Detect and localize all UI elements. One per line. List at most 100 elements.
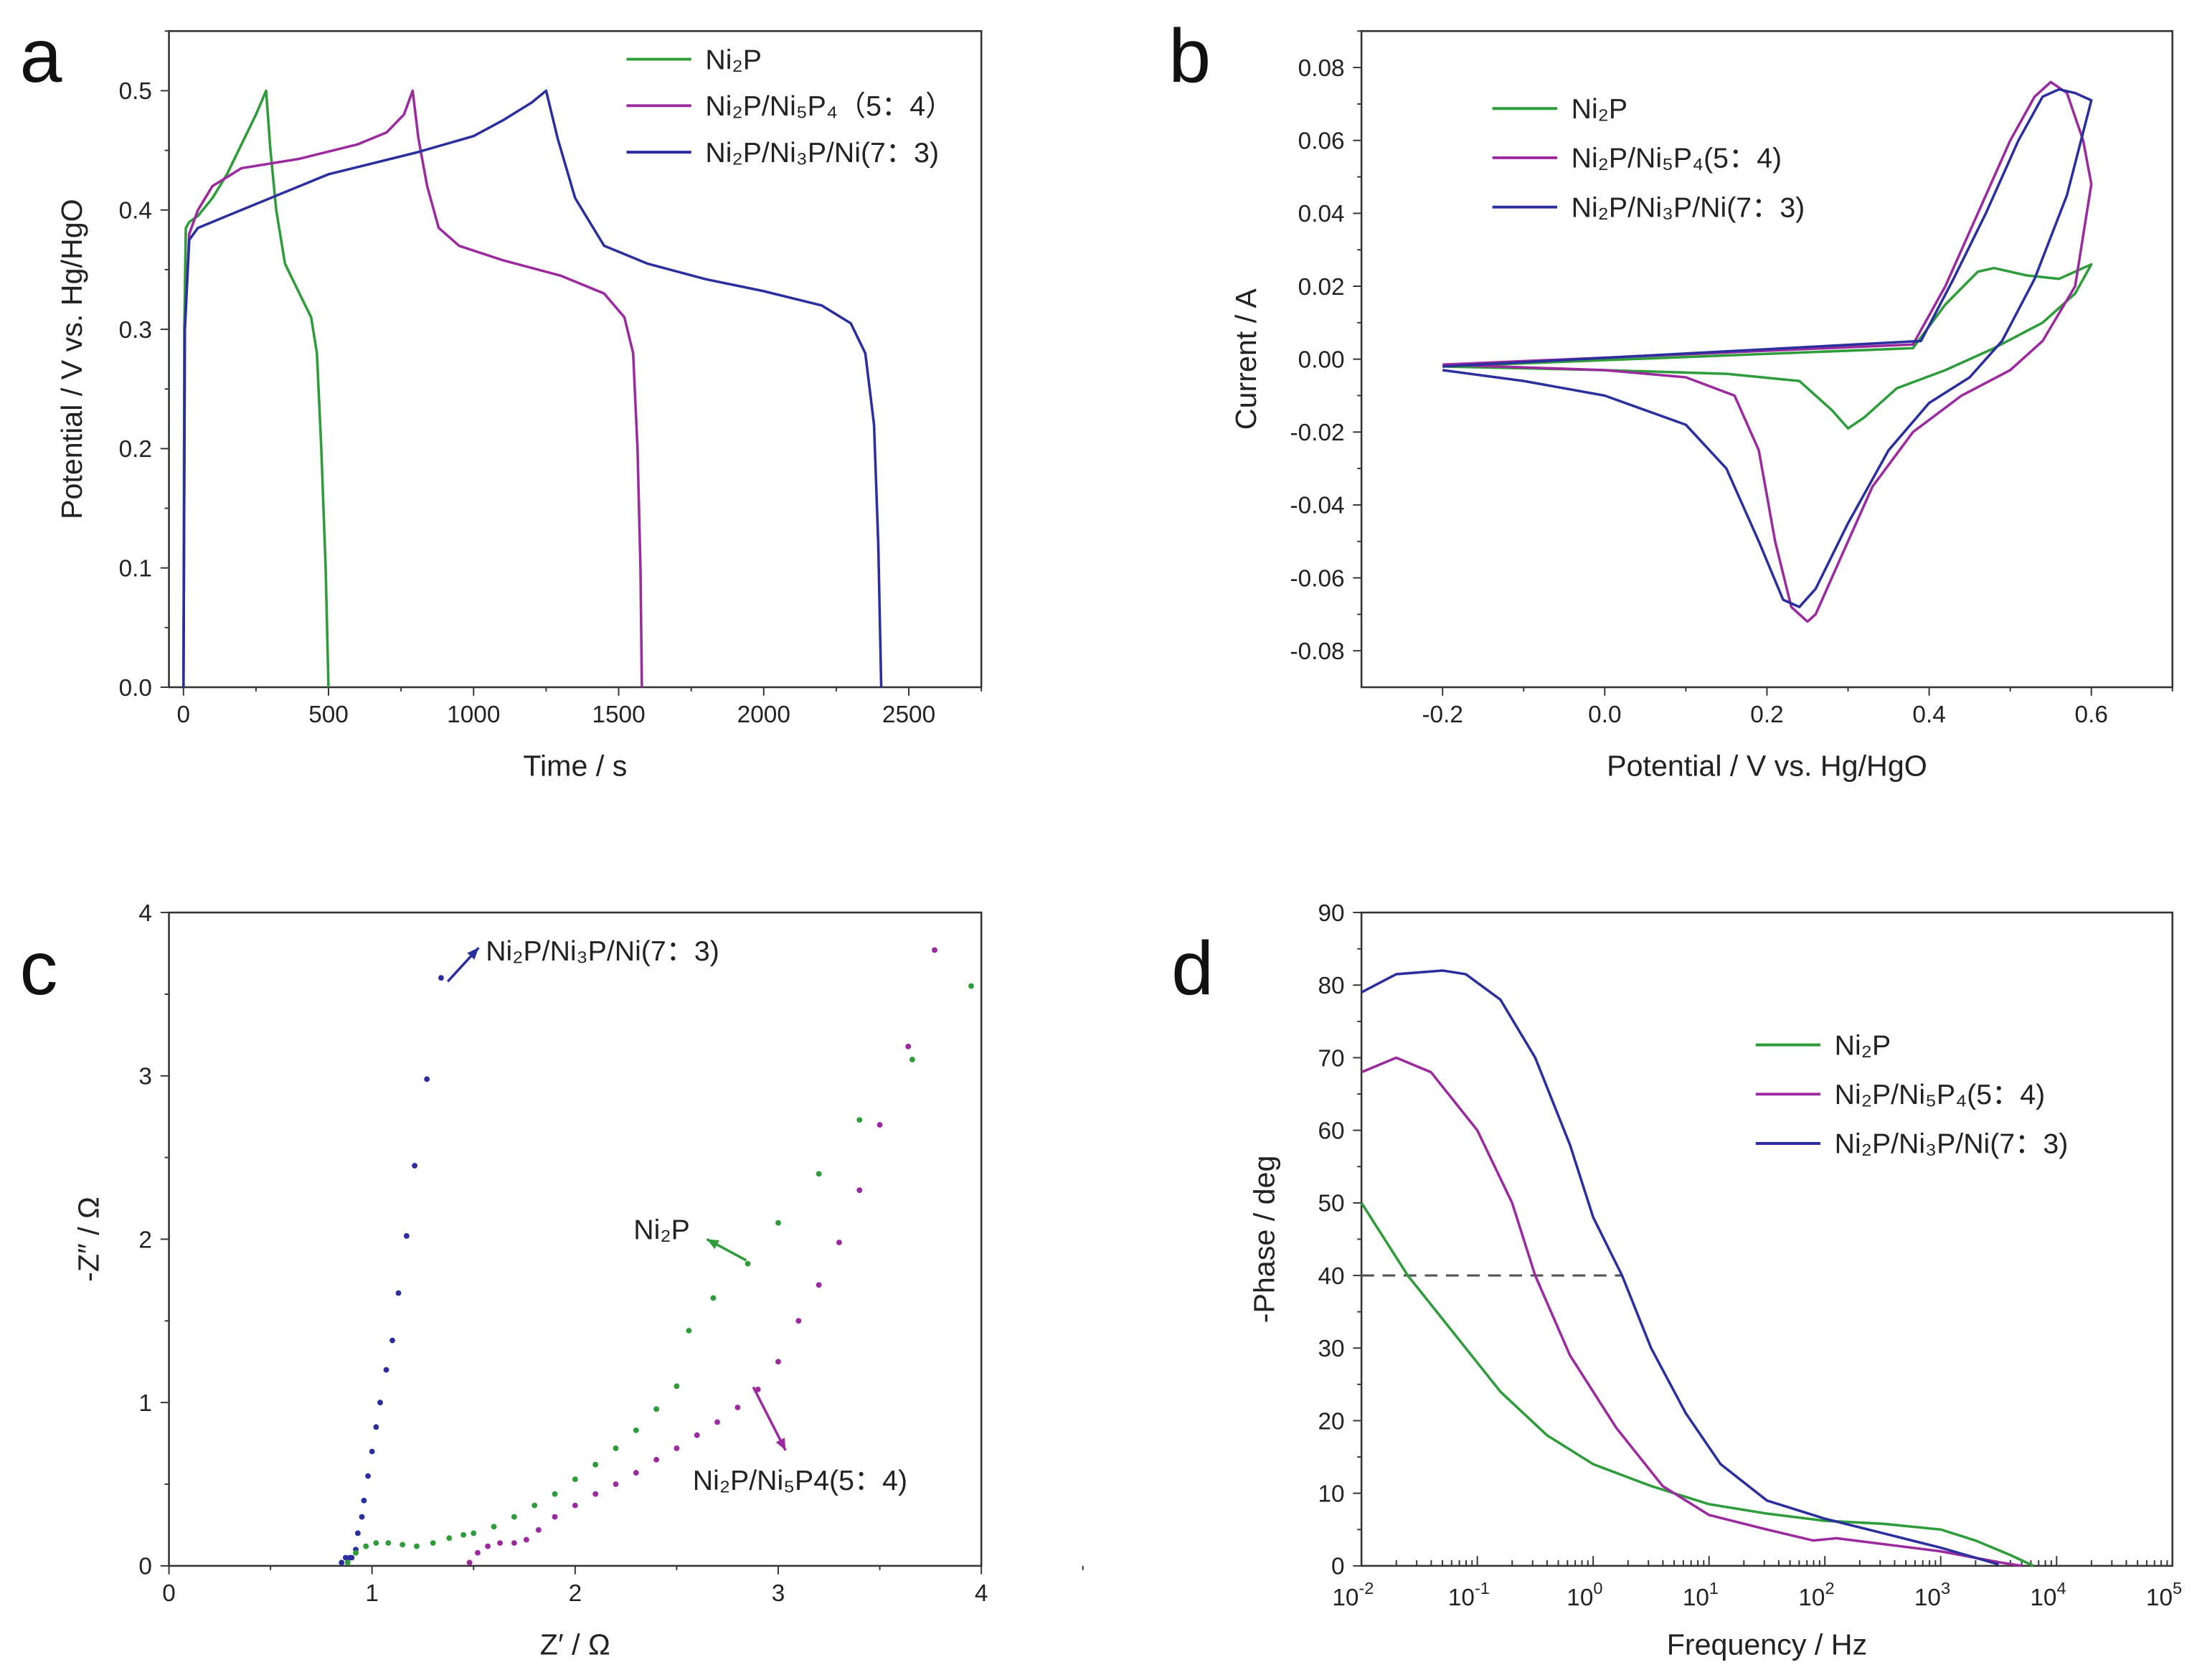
series-blue-line bbox=[1442, 88, 2093, 608]
series-green-point bbox=[414, 1543, 420, 1549]
panel-letter-c: c bbox=[19, 926, 57, 1011]
series-blue-point bbox=[349, 1554, 355, 1561]
annotation-arrow-purple bbox=[752, 1386, 787, 1451]
y-tick-label: 3 bbox=[138, 1064, 152, 1090]
series-purple-point bbox=[466, 1559, 473, 1566]
panel-c: 0 1 2 3 4 0 1 2 3 4 Z′ / Ω -Z″ / Ω Ni₂P/Ni₃P/Ni(7：3)… bbox=[72, 900, 1084, 1661]
x-tick-label: 103 bbox=[1914, 1579, 1950, 1611]
series-green-point bbox=[633, 1427, 639, 1433]
x-axis-title: Z′ / Ω bbox=[540, 1628, 610, 1661]
x-tick-label: 2 bbox=[569, 1580, 582, 1607]
series-blue-point bbox=[389, 1337, 395, 1344]
x-tick-label: 0.0 bbox=[1588, 702, 1621, 728]
x-tick-label: 0 bbox=[176, 702, 190, 728]
series-blue-point bbox=[424, 1076, 430, 1082]
legend-label-blue: Ni₂P/Ni₃P/Ni(7：3) bbox=[1572, 192, 1805, 223]
series-green-point bbox=[613, 1445, 619, 1451]
series-blue-point bbox=[438, 975, 444, 981]
legend-label-green: Ni₂P bbox=[1835, 1029, 1891, 1061]
panel-letter-b: b bbox=[1168, 14, 1211, 98]
series-purple-point bbox=[633, 1470, 639, 1476]
x-tick-label: 4 bbox=[975, 1580, 988, 1607]
x-tick-label: 101 bbox=[1683, 1579, 1719, 1611]
x-tick-label: 2500 bbox=[882, 702, 935, 728]
series-purple-point bbox=[572, 1502, 578, 1509]
y-tick-label: 1 bbox=[138, 1390, 152, 1417]
series-green-point bbox=[552, 1491, 558, 1497]
panel-letter-d: d bbox=[1171, 926, 1214, 1011]
series-purple-line bbox=[182, 89, 643, 688]
series-purple-point bbox=[613, 1481, 619, 1487]
series-blue-point bbox=[369, 1448, 375, 1455]
series-purple-point bbox=[694, 1432, 700, 1438]
series-purple-line bbox=[1442, 80, 2093, 623]
series-purple-point bbox=[653, 1456, 660, 1463]
y-tick-label: 0.2 bbox=[119, 436, 152, 463]
series-purple-point bbox=[523, 1537, 529, 1543]
series-purple-point bbox=[475, 1549, 481, 1556]
series-green-point bbox=[430, 1540, 436, 1546]
series-blue-point bbox=[403, 1233, 410, 1239]
y-tick-label: -0.02 bbox=[1290, 420, 1345, 446]
panel-b: -0.2 0.0 0.2 0.4 0.6 -0.08 -0.06 -0.04 -0.02 0.00… bbox=[1229, 30, 2174, 783]
series-green-point bbox=[511, 1514, 517, 1520]
y-tick-label: 0.04 bbox=[1298, 201, 1345, 227]
annotation-blue: Ni₂P/Ni₃P/Ni(7：3) bbox=[486, 935, 719, 967]
series-green-point bbox=[968, 983, 974, 989]
plot-frame bbox=[168, 30, 983, 689]
x-tick-label: 0 bbox=[162, 1580, 176, 1607]
series-blue-point bbox=[339, 1559, 345, 1566]
series-green-point bbox=[856, 1117, 863, 1123]
y-tick-label: 80 bbox=[1318, 973, 1344, 999]
series-green-point bbox=[460, 1532, 467, 1538]
series-green-point bbox=[909, 1057, 915, 1062]
y-tick-label: -0.04 bbox=[1290, 493, 1345, 519]
panel-a: 0 500 1000 1500 2000 2500 0.0 0.1 0.2 0.3 0.4 0.5 Ti… bbox=[55, 30, 983, 783]
y-tick-label: 20 bbox=[1318, 1408, 1344, 1435]
series-green-point bbox=[471, 1530, 477, 1537]
y-tick-label: 0.3 bbox=[119, 317, 152, 344]
series-green-point bbox=[373, 1540, 379, 1546]
x-tick-label: 104 bbox=[2030, 1579, 2066, 1611]
y-tick-label: 0.5 bbox=[119, 78, 152, 105]
series-purple-line bbox=[1361, 1056, 2023, 1567]
y-tick-label: 50 bbox=[1318, 1191, 1344, 1217]
series-purple-point bbox=[511, 1540, 517, 1546]
x-tick-label: -0.2 bbox=[1422, 702, 1463, 728]
series-green-point bbox=[446, 1535, 453, 1542]
series-purple-point bbox=[816, 1282, 822, 1288]
series-blue-line bbox=[182, 89, 883, 688]
series-green-point bbox=[686, 1328, 692, 1334]
y-axis-title: -Phase / deg bbox=[1247, 1156, 1280, 1323]
series-green-line bbox=[1442, 263, 2093, 430]
x-axis-title: Frequency / Hz bbox=[1667, 1628, 1867, 1661]
series-blue-point bbox=[365, 1473, 371, 1479]
series-blue-line bbox=[1361, 969, 2000, 1566]
series-purple-point bbox=[775, 1359, 781, 1365]
annotation-green: Ni₂P bbox=[633, 1214, 689, 1245]
series-blue-point bbox=[373, 1424, 379, 1430]
legend-label-purple: Ni₂P/Ni₅P₄（5：4） bbox=[705, 90, 953, 122]
series-purple-point bbox=[714, 1419, 720, 1425]
legend-label-green: Ni₂P bbox=[1572, 93, 1627, 125]
series-blue-point bbox=[342, 1554, 349, 1561]
y-axis-title: Potential / V vs. Hg/HgO bbox=[55, 199, 88, 519]
panel-letter-a: a bbox=[19, 14, 62, 98]
series-purple-point bbox=[674, 1445, 680, 1451]
series-blue-point bbox=[361, 1497, 367, 1504]
series-purple-point bbox=[497, 1540, 504, 1546]
arrowhead-icon bbox=[467, 948, 479, 960]
x-tick-label: 2000 bbox=[737, 702, 790, 728]
y-tick-label: 0 bbox=[138, 1554, 152, 1580]
series-purple-point bbox=[836, 1240, 842, 1245]
series-green-point bbox=[745, 1260, 751, 1267]
series-purple-point bbox=[795, 1318, 802, 1324]
series-blue-point bbox=[395, 1290, 402, 1296]
x-tick-label: 10-2 bbox=[1332, 1579, 1374, 1611]
series-purple-point bbox=[552, 1514, 558, 1520]
y-tick-label: 40 bbox=[1318, 1263, 1344, 1290]
series-green-point bbox=[816, 1171, 822, 1177]
panel-d: 10-2 10-1 100 101 102 103 104 105 0 10 20 30 40 50 60 7… bbox=[1247, 900, 2182, 1661]
y-tick-label: 2 bbox=[138, 1227, 152, 1253]
series-green-point bbox=[400, 1542, 406, 1548]
